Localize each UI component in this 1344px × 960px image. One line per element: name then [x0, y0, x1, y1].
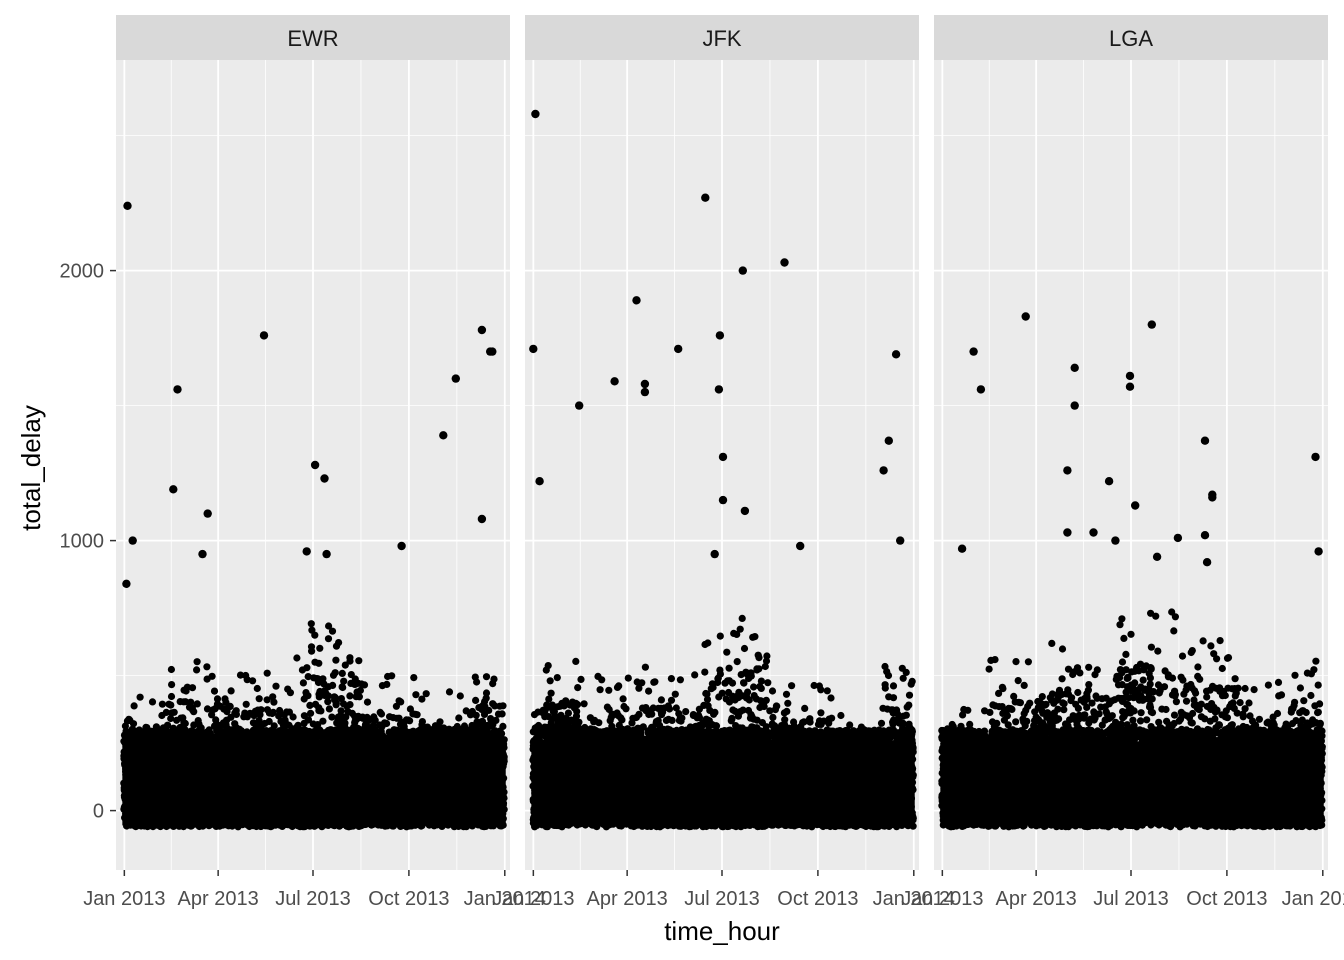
data-point	[328, 627, 337, 635]
data-point	[227, 687, 235, 695]
data-point	[286, 689, 294, 697]
data-point	[355, 657, 363, 665]
data-point	[346, 657, 354, 665]
data-point	[346, 692, 354, 700]
data-point	[193, 658, 201, 666]
data-point	[355, 693, 363, 701]
data-point	[341, 719, 349, 727]
data-point	[226, 702, 234, 711]
data-point	[242, 700, 250, 708]
data-point	[208, 672, 216, 680]
data-point	[249, 677, 257, 685]
data-point	[210, 687, 219, 695]
data-point	[319, 717, 327, 725]
data-point	[181, 698, 190, 706]
data-point	[270, 722, 278, 730]
data-point	[197, 724, 205, 732]
data-point	[325, 705, 333, 713]
data-point	[308, 647, 316, 655]
data-point	[332, 656, 340, 664]
data-point	[324, 635, 333, 643]
data-point	[289, 713, 297, 721]
data-point	[337, 707, 345, 715]
data-point	[167, 692, 176, 701]
data-point	[129, 720, 138, 728]
data-point	[170, 708, 178, 716]
data-point	[335, 639, 343, 647]
data-point	[162, 708, 170, 717]
data-point	[136, 693, 144, 701]
data-point	[203, 663, 211, 671]
data-point	[188, 684, 197, 692]
data-point	[193, 666, 201, 674]
data-point	[168, 681, 176, 689]
data-point	[167, 665, 175, 674]
data-point	[328, 713, 336, 721]
data-point	[164, 721, 172, 729]
data-point	[263, 669, 271, 677]
data-point	[253, 684, 261, 693]
data-point	[148, 698, 157, 706]
data-point	[346, 701, 354, 709]
data-point	[167, 714, 175, 723]
point-cloud	[120, 620, 508, 831]
data-point	[190, 708, 198, 716]
data-point	[181, 719, 189, 728]
data-point	[331, 669, 339, 677]
data-point	[304, 692, 312, 700]
data-point	[338, 669, 346, 678]
data-point	[293, 654, 301, 662]
data-point	[257, 706, 265, 714]
data-point	[317, 707, 325, 715]
data-point	[158, 700, 166, 708]
data-point	[130, 702, 138, 710]
data-point	[272, 682, 280, 690]
data-point	[270, 698, 278, 706]
data-point	[332, 701, 340, 709]
data-point	[307, 709, 315, 717]
data-point	[377, 710, 386, 718]
data-point	[340, 677, 348, 685]
data-point	[307, 620, 315, 628]
data-point	[255, 695, 263, 703]
data-point	[303, 664, 311, 672]
data-point	[329, 681, 337, 690]
data-point	[299, 679, 307, 687]
data-point	[315, 659, 323, 667]
data-point	[193, 700, 201, 708]
data-point	[363, 698, 372, 706]
data-point	[311, 631, 319, 639]
data-point	[167, 701, 175, 709]
data-point	[360, 681, 369, 689]
data-point	[316, 644, 324, 652]
data-point	[232, 710, 240, 719]
